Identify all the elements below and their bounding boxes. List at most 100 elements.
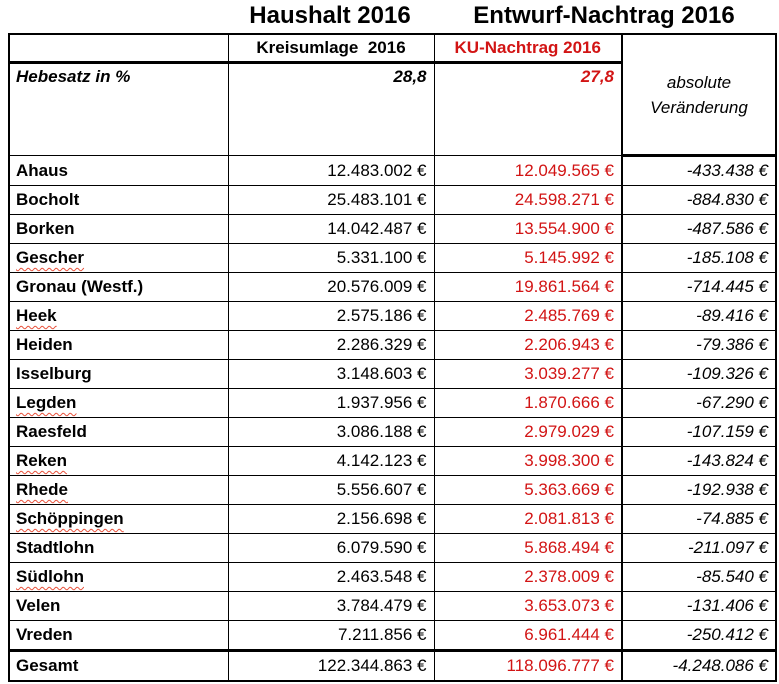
table-row: Heiden 2.286.329 € 2.206.943 € -79.386 €: [8, 330, 777, 360]
kreisumlage-value-cell: 5.331.100 €: [227, 243, 435, 273]
ku-nachtrag-value-cell: 2.081.813 €: [433, 504, 623, 534]
table-row: Heek 2.575.186 € 2.485.769 € -89.416 €: [8, 301, 777, 331]
ku-nachtrag-value-cell: 2.378.009 €: [433, 562, 623, 592]
ku-nachtrag-value-cell: 13.554.900 €: [433, 214, 623, 244]
municipality-name: Borken: [16, 219, 75, 238]
column-header-absolute-veraenderung: absolute Veränderung: [621, 33, 777, 157]
hebesatz-ku-nachtrag-value: 27,8: [433, 62, 623, 156]
ku-nachtrag-value-cell: 2.206.943 €: [433, 330, 623, 360]
diff-value-cell: -109.326 €: [621, 359, 777, 389]
municipality-name: Stadtlohn: [16, 538, 95, 557]
kreisumlage-value-cell: 2.156.698 €: [227, 504, 435, 534]
municipality-name-cell: Südlohn: [8, 562, 229, 592]
table-row: Stadtlohn 6.079.590 € 5.868.494 € -211.0…: [8, 533, 777, 563]
municipality-name-cell: Vreden: [8, 620, 229, 651]
column-header-ku-nachtrag: KU-Nachtrag 2016: [433, 33, 623, 64]
hebesatz-row: Hebesatz in % 28,8 27,8: [8, 62, 776, 156]
table-row: Vreden 7.211.856 € 6.961.444 € -250.412 …: [8, 620, 777, 651]
kreisumlage-value-cell: 6.079.590 €: [227, 533, 435, 563]
kreisumlage-value-cell: 2.575.186 €: [227, 301, 435, 331]
municipality-name-cell: Gronau (Westf.): [8, 272, 229, 302]
table-row: Reken 4.142.123 € 3.998.300 € -143.824 €: [8, 446, 777, 476]
municipality-name-cell: Schöppingen: [8, 504, 229, 534]
table-row: Gronau (Westf.) 20.576.009 € 19.861.564 …: [8, 272, 777, 302]
ku-nachtrag-value-cell: 5.868.494 €: [433, 533, 623, 563]
municipality-name-cell: Ahaus: [8, 155, 229, 186]
municipality-name: Reken: [16, 451, 68, 470]
page-title: Haushalt 2016 Entwurf-Nachtrag 2016: [8, 1, 775, 31]
municipality-name-cell: Heiden: [8, 330, 229, 360]
municipality-name-cell: Raesfeld: [8, 417, 229, 447]
ku-nachtrag-value-cell: 3.998.300 €: [433, 446, 623, 476]
municipality-name-cell: Velen: [8, 591, 229, 621]
hebesatz-kreisumlage-value: 28,8: [227, 62, 435, 156]
municipality-name-cell: Reken: [8, 446, 229, 476]
municipality-name: Heiden: [16, 335, 73, 354]
ku-nachtrag-value-cell: 3.039.277 €: [433, 359, 623, 389]
title-spacer: [8, 1, 227, 31]
diff-value-cell: -85.540 €: [621, 562, 777, 592]
kreisumlage-value-cell: 5.556.607 €: [227, 475, 435, 505]
table-row: Schöppingen 2.156.698 € 2.081.813 € -74.…: [8, 504, 777, 534]
kreisumlage-value-cell: 3.086.188 €: [227, 417, 435, 447]
kreisumlage-value-cell: 7.211.856 €: [227, 620, 435, 651]
table-row: Gescher 5.331.100 € 5.145.992 € -185.108…: [8, 243, 777, 273]
kreisumlage-value-cell: 3.148.603 €: [227, 359, 435, 389]
table-row: Rhede 5.556.607 € 5.363.669 € -192.938 €: [8, 475, 777, 505]
total-kreisumlage-cell: 122.344.863 €: [227, 649, 435, 682]
diff-value-cell: -714.445 €: [621, 272, 777, 302]
municipality-name: Heek: [16, 306, 57, 325]
ku-nachtrag-value-cell: 19.861.564 €: [433, 272, 623, 302]
table-row: Bocholt 25.483.101 € 24.598.271 € -884.8…: [8, 185, 777, 215]
title-entwurf-nachtrag: Entwurf-Nachtrag 2016: [473, 2, 735, 29]
municipality-name: Rhede: [16, 480, 68, 499]
municipality-name-cell: Legden: [8, 388, 229, 418]
ku-nachtrag-value-cell: 5.145.992 €: [433, 243, 623, 273]
municipality-name-cell: Heek: [8, 301, 229, 331]
ku-nachtrag-value-cell: 1.870.666 €: [433, 388, 623, 418]
diff-value-cell: -884.830 €: [621, 185, 777, 215]
ku-nachtrag-value-cell: 24.598.271 €: [433, 185, 623, 215]
ku-nachtrag-value-cell: 2.485.769 €: [433, 301, 623, 331]
diff-value-cell: -143.824 €: [621, 446, 777, 476]
diff-value-cell: -74.885 €: [621, 504, 777, 534]
total-diff-cell: -4.248.086 €: [621, 649, 777, 682]
municipality-name: Schöppingen: [16, 509, 124, 528]
table-row: Borken 14.042.487 € 13.554.900 € -487.58…: [8, 214, 777, 244]
title-haushalt: Haushalt 2016: [249, 2, 411, 29]
municipality-name-cell: Stadtlohn: [8, 533, 229, 563]
diff-value-cell: -185.108 €: [621, 243, 777, 273]
diff-value-cell: -107.159 €: [621, 417, 777, 447]
diff-value-cell: -433.438 €: [621, 155, 777, 186]
table-row: Raesfeld 3.086.188 € 2.979.029 € -107.15…: [8, 417, 777, 447]
table-row: Ahaus 12.483.002 € 12.049.565 € -433.438…: [8, 155, 777, 186]
municipality-name: Legden: [16, 393, 77, 412]
municipality-name: Bocholt: [16, 190, 80, 209]
kreisumlage-value-cell: 20.576.009 €: [227, 272, 435, 302]
ku-nachtrag-value-cell: 6.961.444 €: [433, 620, 623, 651]
diff-value-cell: -211.097 €: [621, 533, 777, 563]
municipality-name-cell: Isselburg: [8, 359, 229, 389]
kreisumlage-value-cell: 25.483.101 €: [227, 185, 435, 215]
table-row: Südlohn 2.463.548 € 2.378.009 € -85.540 …: [8, 562, 777, 592]
diff-value-cell: -67.290 €: [621, 388, 777, 418]
diff-value-cell: -131.406 €: [621, 591, 777, 621]
municipality-name: Raesfeld: [16, 422, 87, 441]
diff-value-cell: -89.416 €: [621, 301, 777, 331]
table-header-row: Kreisumlage 2016 KU-Nachtrag 2016 absolu…: [8, 33, 777, 157]
municipality-name: Südlohn: [16, 567, 84, 586]
diff-value-cell: -79.386 €: [621, 330, 777, 360]
header-empty-cell: [8, 33, 229, 64]
municipality-name-cell: Rhede: [8, 475, 229, 505]
total-label-cell: Gesamt: [8, 649, 229, 682]
municipality-name-cell: Bocholt: [8, 185, 229, 215]
total-ku-nachtrag-cell: 118.096.777 €: [433, 649, 623, 682]
kreisumlage-value-cell: 1.937.956 €: [227, 388, 435, 418]
kreisumlage-value-cell: 14.042.487 €: [227, 214, 435, 244]
municipality-name: Gescher: [16, 248, 85, 267]
ku-nachtrag-value-cell: 3.653.073 €: [433, 591, 623, 621]
kreisumlage-value-cell: 2.286.329 €: [227, 330, 435, 360]
table-row: Legden 1.937.956 € 1.870.666 € -67.290 €: [8, 388, 777, 418]
municipality-name: Vreden: [16, 625, 73, 644]
